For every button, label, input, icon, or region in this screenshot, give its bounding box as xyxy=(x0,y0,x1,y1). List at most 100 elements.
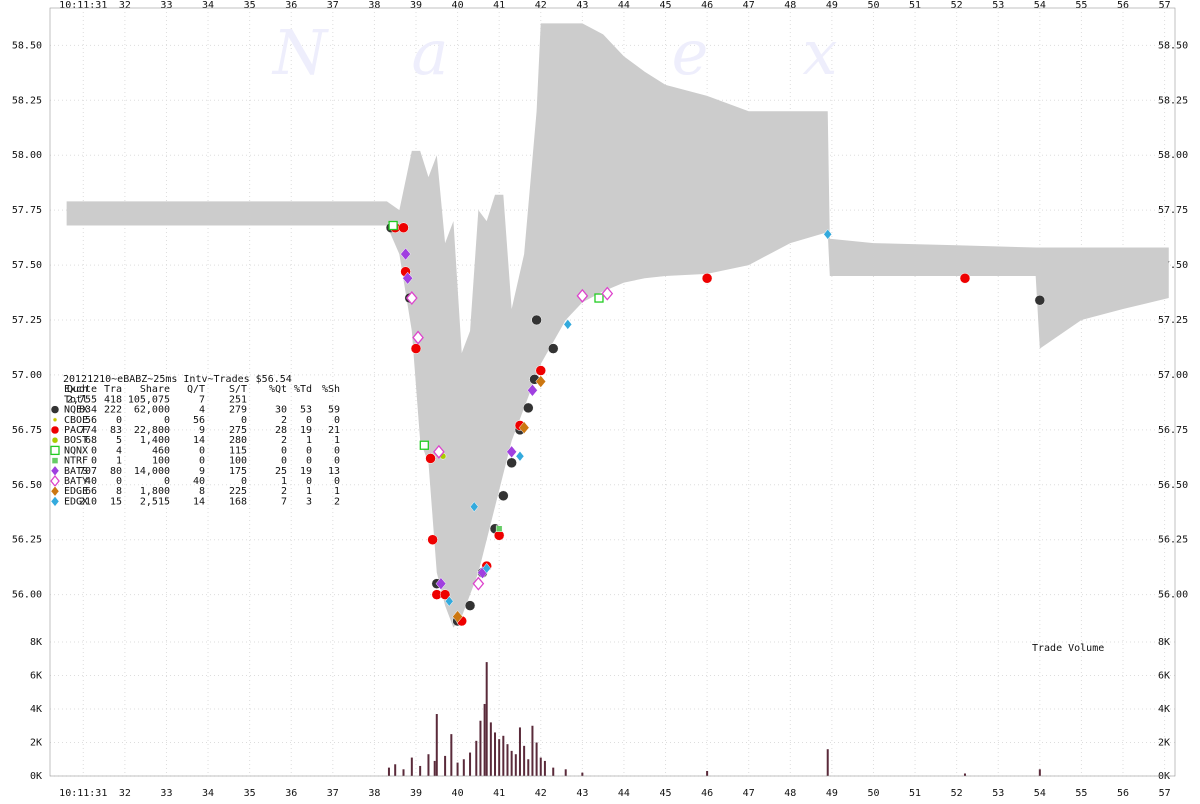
trade-marker xyxy=(427,534,438,545)
volume-bar xyxy=(498,739,501,776)
table-cell: 1 xyxy=(334,435,340,446)
table-cell: 30 xyxy=(275,405,287,416)
y-tick-label: 56.75 xyxy=(12,425,42,436)
trade-marker xyxy=(388,220,398,231)
table-cell: 280 xyxy=(229,435,247,446)
x-tick-label: 49 xyxy=(826,788,838,799)
x-tick-label: 36 xyxy=(285,0,297,11)
table-cell: 5 xyxy=(116,435,122,446)
table-header: %Qt xyxy=(269,384,287,395)
x-tick-label: 44 xyxy=(618,788,630,799)
x-tick-label: 34 xyxy=(202,788,214,799)
volume-bar xyxy=(483,703,486,776)
x-tick-label: 36 xyxy=(285,788,297,799)
watermark: e xyxy=(672,16,709,89)
trade-marker xyxy=(452,610,463,624)
table-header: Share xyxy=(140,384,170,395)
trade-marker xyxy=(435,577,447,591)
table-cell: 0 xyxy=(91,456,97,467)
table-cell: 279 xyxy=(229,405,247,416)
volume-bar xyxy=(523,745,526,776)
volume-bar xyxy=(402,769,405,776)
table-cell: 0 xyxy=(199,445,205,456)
volume-bar xyxy=(387,767,390,776)
y-tick-label: 58.50 xyxy=(12,40,42,51)
y-tick-label: 2K xyxy=(30,738,42,749)
table-cell: 774 xyxy=(79,425,97,436)
table-cell: 62,000 xyxy=(134,405,170,416)
y-tick-label: 58.25 xyxy=(1158,95,1188,106)
table-cell: 80 xyxy=(110,466,122,477)
x-tick-label: 34 xyxy=(202,0,214,11)
trade-marker xyxy=(518,421,530,435)
y-tick-label: 4K xyxy=(30,704,42,715)
volume-bar xyxy=(543,760,546,776)
trade-marker xyxy=(464,600,476,611)
x-tick-label: 54 xyxy=(1034,788,1046,799)
x-tick-label: 45 xyxy=(660,0,672,11)
legend-label: EDGE xyxy=(64,486,88,497)
table-cell: 25 xyxy=(275,466,287,477)
x-tick-label: 40 xyxy=(452,788,464,799)
x-tick-label: 41 xyxy=(493,788,505,799)
y-tick-label: 56.25 xyxy=(12,535,42,546)
x-tick-label: 56 xyxy=(1117,788,1129,799)
legend-label: BATS xyxy=(64,466,88,477)
trade-marker xyxy=(1034,294,1046,306)
x-tick-label: 43 xyxy=(576,788,588,799)
table-cell: 251 xyxy=(229,394,247,405)
table-cell: 1 xyxy=(306,486,312,497)
legend-label: BOST xyxy=(64,435,88,446)
trade-marker xyxy=(410,343,422,354)
x-tick-label: 51 xyxy=(909,788,921,799)
volume-bar xyxy=(502,735,505,776)
x-tick-label: 49 xyxy=(826,0,838,11)
trade-marker xyxy=(398,222,409,233)
table-cell: 14 xyxy=(193,435,205,446)
trade-marker xyxy=(531,314,542,326)
y-tick-label: 58.00 xyxy=(12,150,42,161)
x-tick-label: 41 xyxy=(493,0,505,11)
volume-bar xyxy=(450,734,453,776)
volume-bar xyxy=(1038,769,1041,776)
trade-marker xyxy=(563,318,573,330)
table-cell: 3 xyxy=(306,496,312,507)
y-tick-label: 56.50 xyxy=(12,480,42,491)
y-tick-label: 57.00 xyxy=(1158,370,1188,381)
volume-bar xyxy=(394,764,397,776)
x-tick-label: 39 xyxy=(410,788,422,799)
table-cell: 0 xyxy=(116,476,122,487)
legend-marker xyxy=(51,457,59,464)
x-tick-label: 42 xyxy=(535,788,547,799)
x-tick-label: 53 xyxy=(992,0,1004,11)
y-tick-label: 58.25 xyxy=(12,95,42,106)
table-cell: 168 xyxy=(229,496,247,507)
trade-marker xyxy=(601,286,614,301)
x-tick-label: 55 xyxy=(1075,788,1087,799)
x-tick-label: 50 xyxy=(867,0,879,11)
volume-bar xyxy=(427,754,430,776)
x-tick-label: 33 xyxy=(160,788,172,799)
x-tick-label: 47 xyxy=(743,788,755,799)
table-cell: 2 xyxy=(334,496,340,507)
x-tick-label: 37 xyxy=(327,0,339,11)
table-cell: 19 xyxy=(300,425,312,436)
x-tick-label: 37 xyxy=(327,788,339,799)
trade-marker xyxy=(701,273,713,284)
volume-bar xyxy=(435,714,438,776)
trade-marker xyxy=(405,291,418,306)
legend-marker xyxy=(51,436,59,444)
table-cell: 13 xyxy=(328,466,340,477)
table-header: Quote xyxy=(67,384,97,395)
legend-marker xyxy=(52,417,58,423)
x-tick-label: 47 xyxy=(743,0,755,11)
quote-band xyxy=(66,23,1169,628)
volume-bar xyxy=(826,749,829,776)
table-cell: 8 xyxy=(116,486,122,497)
trade-marker xyxy=(506,445,517,459)
table-cell: 14,000 xyxy=(134,466,170,477)
y-tick-label: 56.75 xyxy=(1158,425,1188,436)
trade-marker xyxy=(515,450,525,462)
table-cell: 7 xyxy=(199,394,205,405)
